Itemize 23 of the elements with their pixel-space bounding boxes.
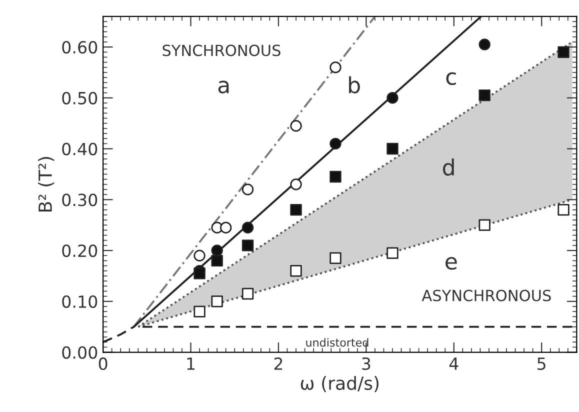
y-tick-label: 0.20	[62, 244, 98, 258]
x-tick-label: 0	[98, 357, 108, 370]
y-axis-title: B² (T²)	[38, 157, 54, 212]
y-tick-label: 0.60	[62, 40, 98, 54]
y-tick-label: 0.10	[62, 295, 98, 308]
annotation: c	[446, 72, 456, 86]
x-tick-label: 4	[449, 358, 458, 370]
annotation: e	[446, 256, 457, 270]
x-tick-label: 2	[274, 357, 282, 370]
annotation: undistorted	[306, 338, 368, 347]
x-axis-title: ω (rad/s)	[300, 376, 379, 392]
x-tick-label: 3	[362, 357, 370, 370]
annotation: SYNCHRONOUS	[162, 44, 280, 56]
annotation: b	[349, 76, 360, 94]
y-tick-label: 0.00	[62, 346, 98, 359]
annotation: a	[218, 80, 229, 94]
y-tick-label: 0.50	[62, 92, 98, 104]
annotation: d	[442, 158, 454, 176]
x-tick-label: 5	[538, 358, 546, 370]
annotation: ASYNCHRONOUS	[422, 290, 551, 302]
x-tick-label: 1	[187, 358, 195, 370]
y-tick-label: 0.40	[62, 142, 98, 156]
y-tick-label: 0.30	[62, 194, 98, 206]
